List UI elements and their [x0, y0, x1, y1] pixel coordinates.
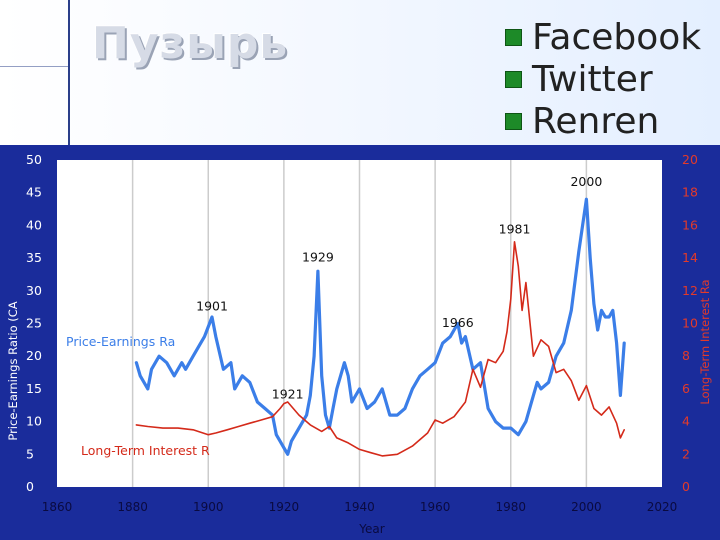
- y2-tick-label: 4: [682, 414, 690, 429]
- x-tick-label: 1900: [193, 500, 224, 514]
- axis-ticks: 1860 1880 1900 1920 1940 1960 1980 2000 20200510…: [26, 152, 698, 514]
- bullet-item-twitter: Twitter: [505, 58, 701, 100]
- y-tick-label: 50: [26, 152, 42, 167]
- x-tick-label: 1960: [420, 500, 451, 514]
- bullet-text: Renren: [532, 100, 660, 142]
- y-tick-label: 0: [26, 479, 34, 494]
- annotation-year: 2000: [570, 174, 602, 189]
- slide-header: [0, 0, 720, 148]
- square-bullet-icon: [505, 70, 522, 88]
- y2-tick-label: 0: [682, 479, 690, 494]
- x-axis-label: Year: [358, 522, 384, 536]
- y-tick-label: 5: [26, 446, 34, 461]
- series-lines: [134, 197, 626, 457]
- bullet-text: Facebook: [532, 16, 702, 58]
- annotation-year: 1929: [302, 249, 334, 264]
- y-tick-label: 30: [26, 283, 42, 298]
- slide-title: Пузырь: [92, 18, 289, 69]
- y-tick-label: 35: [26, 250, 42, 265]
- x-tick-label: 1860: [42, 500, 73, 514]
- bullet-text: Twitter: [532, 58, 653, 100]
- y2-tick-label: 6: [682, 381, 690, 396]
- y2-tick-label: 14: [682, 250, 698, 265]
- y-tick-label: 15: [26, 381, 42, 396]
- bullet-item-facebook: Facebook: [505, 16, 701, 58]
- y2-tick-label: 12: [682, 283, 698, 298]
- annotation-year: 1966: [442, 315, 474, 330]
- y-tick-label: 25: [26, 316, 42, 331]
- series-label-pe: Price-Earnings Ra: [66, 334, 175, 349]
- annotation-year: 1981: [499, 222, 531, 237]
- series-line-pe: [134, 197, 626, 456]
- x-tick-label: 2000: [571, 500, 602, 514]
- series-label-rate: Long-Term Interest R: [81, 443, 210, 458]
- square-bullet-icon: [505, 28, 522, 46]
- annotation-year: 1901: [196, 298, 228, 313]
- y2-tick-label: 10: [682, 316, 698, 331]
- y2-tick-label: 8: [682, 348, 690, 363]
- y-axis-label-left: Price-Earnings Ratio (CA: [6, 301, 20, 440]
- x-tick-label: 1880: [117, 500, 148, 514]
- x-tick-label: 2020: [647, 500, 678, 514]
- decorative-vertical-line: [68, 0, 70, 175]
- annotation-year: 1921: [272, 387, 304, 402]
- square-bullet-icon: [505, 112, 522, 130]
- y-tick-label: 10: [26, 414, 42, 429]
- y2-tick-label: 18: [682, 185, 698, 200]
- x-tick-label: 1920: [269, 500, 300, 514]
- y-tick-label: 45: [26, 185, 42, 200]
- grid-lines: [131, 160, 588, 487]
- annotations: 2000 1981 1929 1901 1966 1921: [196, 174, 602, 402]
- x-tick-label: 1940: [344, 500, 375, 514]
- y2-tick-label: 16: [682, 217, 698, 232]
- y2-tick-label: 20: [682, 152, 698, 167]
- decorative-horizontal-line: [0, 66, 70, 67]
- y2-tick-label: 2: [682, 446, 690, 461]
- series-line-rate: [135, 241, 626, 457]
- x-tick-label: 1980: [495, 500, 526, 514]
- y-tick-label: 20: [26, 348, 42, 363]
- bullet-list: Facebook Twitter Renren: [505, 16, 701, 142]
- y-tick-label: 40: [26, 217, 42, 232]
- bullet-item-renren: Renren: [505, 100, 701, 142]
- y-axis-label-right: Long-Term Interest Ra: [698, 279, 712, 404]
